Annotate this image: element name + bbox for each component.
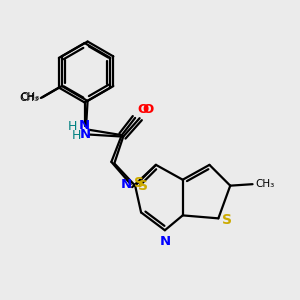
Text: CH₃: CH₃ bbox=[19, 93, 38, 103]
Text: CH₃: CH₃ bbox=[20, 92, 40, 102]
Text: N: N bbox=[159, 235, 170, 248]
Text: N: N bbox=[80, 128, 91, 141]
Text: N: N bbox=[120, 178, 132, 191]
Text: O: O bbox=[137, 103, 149, 116]
Text: N: N bbox=[79, 119, 90, 132]
Text: H: H bbox=[72, 129, 81, 142]
Text: S: S bbox=[138, 179, 148, 193]
Text: S: S bbox=[222, 213, 232, 227]
Text: O: O bbox=[142, 103, 153, 116]
Text: CH₃: CH₃ bbox=[255, 179, 274, 189]
Text: H: H bbox=[68, 120, 77, 133]
Text: S: S bbox=[134, 176, 144, 190]
